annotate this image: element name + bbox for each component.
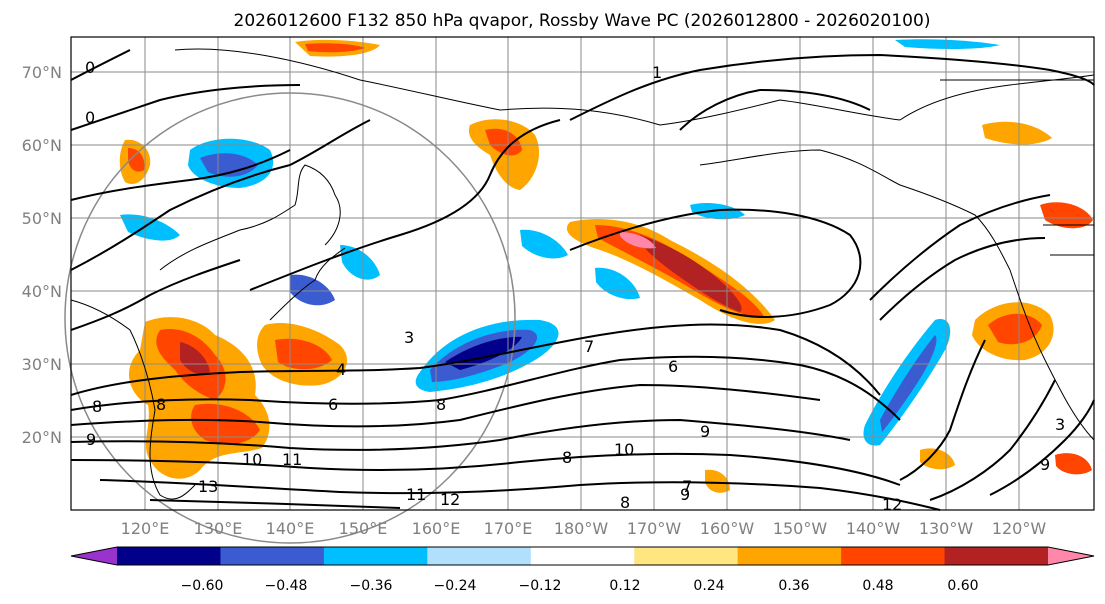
negative-anomaly-okhotsk-mid	[200, 153, 258, 177]
colorbar-outline	[70, 546, 1095, 566]
contour-label: 8	[620, 493, 630, 512]
negative-anomaly-pacific-n	[520, 229, 568, 259]
contour-label: 8	[92, 397, 102, 416]
negative-anomaly-arctic	[895, 39, 1000, 50]
lon-label: 150°E	[339, 519, 388, 538]
coastlines	[70, 48, 1095, 500]
colorbar-ticks: −0.60 −0.48 −0.36 −0.24 −0.12 0.12 0.24 …	[181, 578, 979, 594]
lon-label: 120°E	[121, 519, 170, 538]
contour-label: 9	[86, 430, 96, 449]
contour-label: 12	[440, 490, 460, 509]
colorbar-tick-label: 0.12	[609, 578, 640, 594]
colorbar-extend-max	[1048, 547, 1094, 565]
contour-label: 11	[406, 485, 426, 504]
contour-label: 1	[652, 63, 662, 82]
contour-label: 3	[404, 328, 414, 347]
positive-anomaly-arctic-core	[305, 43, 365, 53]
negative-anomaly-east-pacific-core	[880, 335, 937, 432]
colorbar-cell	[841, 547, 946, 565]
map-grid	[71, 37, 1094, 510]
lon-label: 160°E	[412, 519, 461, 538]
lat-label: 40°N	[22, 282, 62, 301]
lon-label: 120°W	[992, 519, 1047, 538]
contour-label: 9	[1040, 455, 1050, 474]
colorbar-tick-label: −0.24	[434, 578, 477, 594]
colorbar-cell	[737, 547, 842, 565]
lon-label: 130°W	[919, 519, 974, 538]
positive-anomaly-south	[191, 403, 260, 445]
contour-label: 6	[328, 395, 338, 414]
contour-label: 4	[336, 360, 346, 379]
positive-anomaly-north-pacific-core	[640, 235, 742, 312]
contour-label: 0	[85, 108, 95, 127]
colorbar-tick-label: 0.24	[693, 578, 724, 594]
colorbar-tick-label: 0.60	[947, 578, 978, 594]
positive-anomaly-alaska	[982, 121, 1052, 145]
lon-label: 140°E	[266, 519, 315, 538]
lon-label: 130°E	[194, 519, 243, 538]
map-panel: 0 1 0 3 4 6 8 7 6 8 9 9 10 11 13 8 10 11…	[64, 36, 1095, 544]
positive-anomaly-tropic	[705, 469, 730, 493]
lon-label: 160°W	[700, 519, 755, 538]
contour-label: 3	[1055, 415, 1065, 434]
contour-label: 13	[198, 477, 218, 496]
contour-label: 9	[680, 485, 690, 504]
positive-anomaly-se	[1055, 453, 1092, 475]
colorbar-tick-label: −0.48	[265, 578, 308, 594]
lat-label: 50°N	[22, 209, 62, 228]
positive-anomaly-honshu-core	[275, 338, 332, 370]
colorbar-tick-label: −0.36	[350, 578, 393, 594]
colorbar-tick-label: −0.60	[181, 578, 224, 594]
colorbar: −0.60 −0.48 −0.36 −0.24 −0.12 0.12 0.24 …	[70, 546, 1095, 594]
contour-label: 0	[85, 58, 95, 77]
longitude-labels: 120°E 130°E 140°E 150°E 160°E 170°E 180°…	[121, 519, 1047, 538]
positive-anomaly-bering-core	[485, 128, 522, 156]
negative-anomaly-japan-sea	[290, 274, 335, 306]
colorbar-tick-label: −0.12	[519, 578, 562, 594]
lon-label: 140°W	[846, 519, 901, 538]
colorbar-tick-label: 0.48	[862, 578, 893, 594]
lat-label: 30°N	[22, 355, 62, 374]
contour-label: 12	[882, 495, 902, 514]
colorbar-cell	[117, 547, 221, 565]
colorbar-cell	[220, 547, 325, 565]
positive-anomaly-north-pacific-max	[620, 232, 656, 249]
positive-anomaly-pnw	[1040, 202, 1093, 229]
reference-circle	[64, 92, 516, 544]
contour-label: 7	[584, 337, 594, 356]
colorbar-cell	[323, 547, 428, 565]
latitude-labels: 70°N 60°N 50°N 40°N 30°N 20°N	[22, 63, 62, 447]
contour-label: 8	[436, 395, 446, 414]
contour-label: 8	[562, 448, 572, 467]
positive-anomaly-west-core	[128, 148, 145, 172]
contour-label: 10	[614, 440, 634, 459]
negative-anomaly-kuril	[340, 245, 380, 280]
colorbar-tick-label: 0.36	[778, 578, 809, 594]
contour-label: 7	[682, 477, 692, 496]
lon-label: 170°W	[627, 519, 682, 538]
colorbar-cell	[530, 547, 635, 565]
contour-label: 6	[668, 357, 678, 376]
figure-title: 2026012600 F132 850 hPa qvapor, Rossby W…	[234, 11, 931, 31]
colorbar-cell	[944, 547, 1049, 565]
contour-label: 10	[242, 450, 262, 469]
lon-label: 170°E	[484, 519, 533, 538]
colorbar-extend-min	[71, 547, 117, 565]
colorbar-cell	[427, 547, 532, 565]
contour-label: 11	[282, 450, 302, 469]
lat-label: 60°N	[22, 136, 62, 155]
contour-label: 8	[156, 395, 166, 414]
colorbar-cells	[70, 546, 1095, 566]
lat-label: 70°N	[22, 63, 62, 82]
contour-lines	[70, 49, 1095, 511]
lon-label: 150°W	[773, 519, 828, 538]
contour-label: 9	[700, 422, 710, 441]
contour-labels: 0 1 0 3 4 6 8 7 6 8 9 9 10 11 13 8 10 11…	[85, 58, 1065, 514]
lon-label: 180°W	[554, 519, 609, 538]
colorbar-cell	[634, 547, 739, 565]
lat-label: 20°N	[22, 428, 62, 447]
positive-anomaly-japan-max	[180, 342, 210, 375]
